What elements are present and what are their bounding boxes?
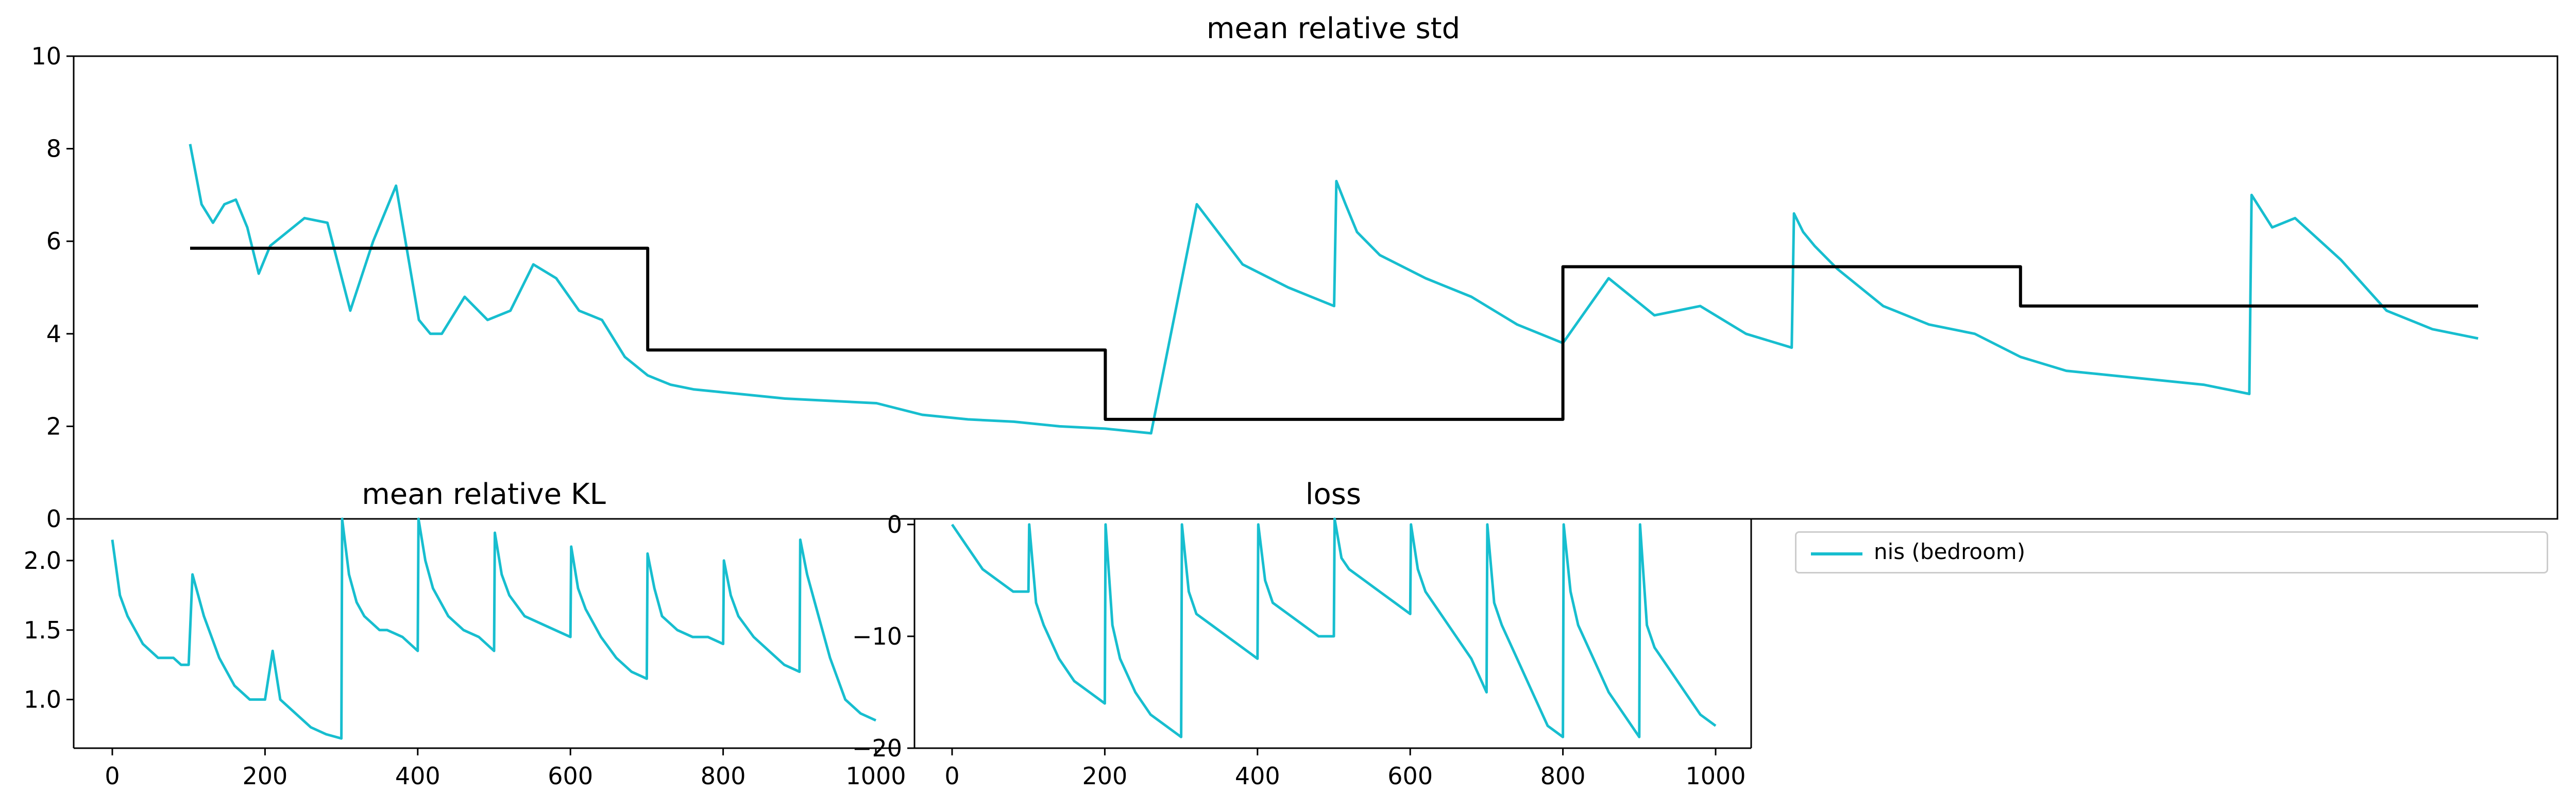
series-line-nis-bedroom [189,144,2479,435]
mean-step-line [190,246,2478,421]
std-subplot: mean relative std 0 2 4 6 8 10 [31,12,2558,533]
series-line-nis-bedroom [951,517,1717,738]
loss-subplot: loss −20 −10 0 0 200 400 600 800 1000 [852,478,1752,790]
y-tick-label: 2.0 [24,547,61,575]
loss-title: loss [1306,478,1361,511]
x-tick-label: 0 [105,762,120,790]
y-tick-label: 2 [46,412,61,440]
std-frame [73,55,2558,520]
x-tick-label: 600 [548,762,593,790]
series-line-nis-bedroom [111,517,877,740]
y-tick-label: 0 [46,505,61,533]
y-tick-label: 1.0 [24,686,61,714]
x-tick-label: 200 [1082,762,1127,790]
x-tick-label: 200 [242,762,287,790]
y-tick-label: 0 [887,511,902,538]
x-tick-label: 400 [395,762,440,790]
x-tick-label: 1000 [845,762,906,790]
legend-swatch [1811,552,1862,555]
x-tick-label: 800 [1540,762,1586,790]
kl-title: mean relative KL [362,478,606,511]
y-tick-label: 6 [46,227,61,255]
y-tick-label: 10 [31,42,61,70]
y-tick-label: −20 [852,734,902,762]
x-tick-label: 800 [701,762,746,790]
std-title: mean relative std [1207,12,1460,45]
x-tick-label: 1000 [1685,762,1745,790]
legend-label: nis (bedroom) [1874,539,2026,564]
x-tick-label: 400 [1235,762,1280,790]
x-tick-label: 600 [1387,762,1433,790]
y-tick-label: 1.5 [24,616,61,644]
kl-subplot: mean relative KL 1.0 1.5 2.0 0 200 400 600 800… [24,478,906,790]
y-tick-label: 4 [46,320,61,348]
y-tick-label: −10 [852,622,902,650]
y-tick-label: 8 [46,135,61,163]
x-tick-label: 0 [944,762,959,790]
legend: nis (bedroom) [1795,531,2548,573]
